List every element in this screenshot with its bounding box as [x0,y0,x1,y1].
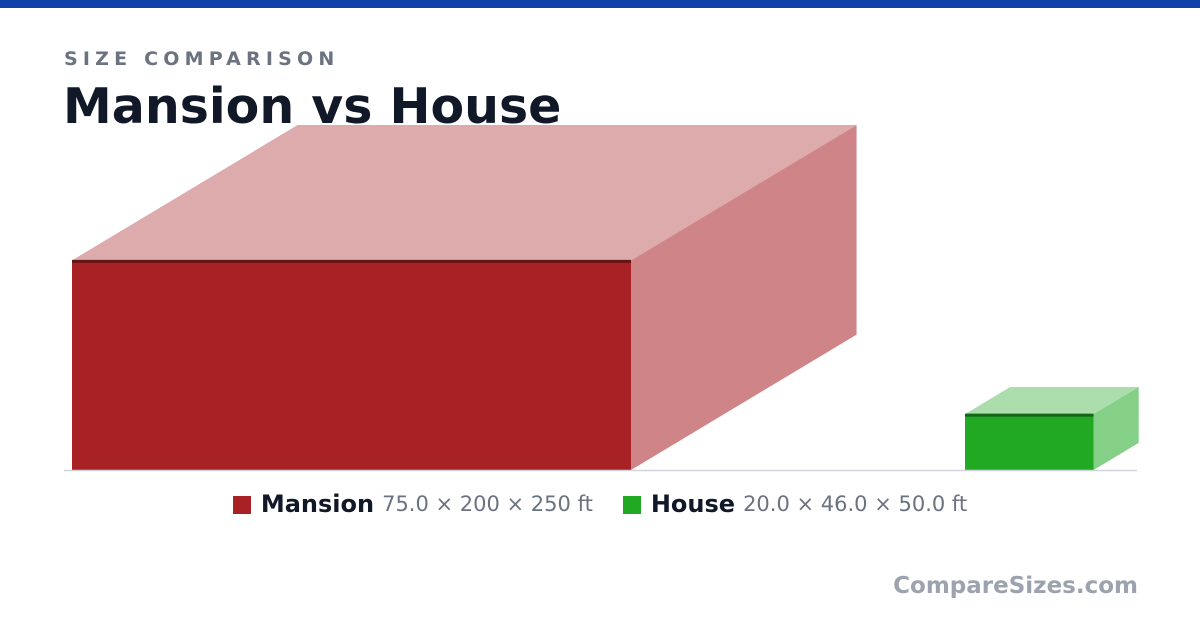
mansion-box-front [72,260,631,470]
top-accent-bar [0,0,1200,8]
legend-swatch-house [622,496,641,514]
house-box-side [1093,387,1139,470]
legend: Mansion 75.0 × 200 × 250 ft House 20.0 ×… [0,486,1200,522]
brand-watermark: CompareSizes.com [893,573,1138,599]
house-box-top [965,387,1139,415]
legend-swatch-mansion [232,496,251,514]
mansion-box-top [72,125,857,261]
mansion-box-side [631,125,857,470]
eyebrow-label: SIZE COMPARISON [64,48,340,70]
legend-item-mansion: Mansion 75.0 × 200 × 250 ft [232,490,593,518]
legend-name: House [650,490,736,518]
legend-dimensions: 20.0 × 46.0 × 50.0 ft [743,492,968,516]
house-box-front [965,414,1094,470]
legend-name: Mansion [260,490,375,518]
legend-item-house: House 20.0 × 46.0 × 50.0 ft [622,490,968,518]
legend-dimensions: 75.0 × 200 × 250 ft [382,492,593,516]
